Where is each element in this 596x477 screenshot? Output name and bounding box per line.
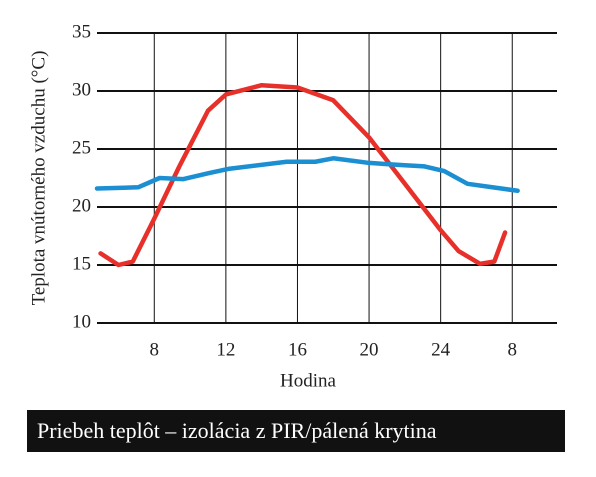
y-tick-label: 10 xyxy=(72,311,91,332)
caption: Priebeh teplôt – izolácia z PIR/pálená k… xyxy=(27,410,565,452)
x-tick-label: 16 xyxy=(288,339,307,360)
y-tick-label: 25 xyxy=(72,137,91,158)
line-series xyxy=(94,156,520,194)
y-axis-label: Teplota vnútorného vzduchu (°C) xyxy=(28,51,49,306)
line-series xyxy=(98,82,508,268)
y-tick-label: 20 xyxy=(72,195,91,216)
x-axis-label: Hodina xyxy=(280,370,337,391)
x-tick-label: 12 xyxy=(216,339,235,360)
x-tick-label: 8 xyxy=(508,339,518,360)
x-tick-label: 8 xyxy=(150,339,160,360)
y-tick-label: 35 xyxy=(72,21,91,42)
x-tick-label: 20 xyxy=(360,339,379,360)
y-tick-label: 15 xyxy=(72,253,91,274)
x-tick-label: 24 xyxy=(431,339,451,360)
y-tick-label: 30 xyxy=(72,79,91,100)
